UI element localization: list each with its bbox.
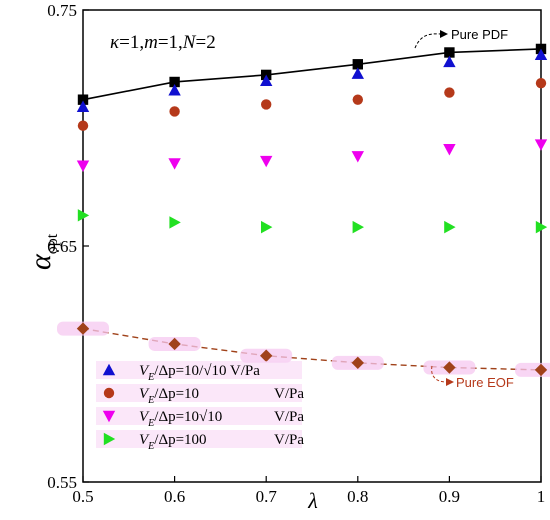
annotation-arrowhead: [440, 30, 448, 38]
legend-marker: [102, 410, 116, 423]
data-point: [443, 361, 456, 374]
legend-highlight: [96, 384, 302, 402]
y-axis-title-main: α: [24, 253, 57, 270]
y-axis-title: αopt: [24, 233, 61, 270]
legend-var: V: [139, 386, 150, 402]
params-label: κ=1,m=1,N=2: [110, 32, 216, 53]
data-point: [169, 76, 180, 88]
data-point: [168, 158, 181, 170]
y-axis-title-sub: opt: [44, 233, 61, 254]
annotation-pure-pdf: Pure PDF: [451, 27, 508, 42]
annotation-arrow: [414, 33, 441, 49]
data-point: [443, 144, 456, 156]
legend-unit: V/Pa: [274, 432, 304, 448]
data-point: [352, 94, 363, 105]
legend-highlight: [96, 407, 302, 425]
data-point: [534, 363, 548, 377]
legend-entry: VE/Δp=10 V/Pa: [139, 386, 304, 406]
params-label-part: =1,: [119, 32, 144, 53]
data-point: [168, 84, 181, 96]
data-point: [76, 322, 90, 335]
data-point: [76, 100, 90, 112]
data-point: [535, 77, 547, 89]
legend-entry: VE/Δp=10/√10 V/Pa: [139, 363, 260, 383]
params-label-part: =1,: [158, 32, 183, 53]
legend-sub: E: [147, 418, 154, 429]
series-lines: [82, 48, 542, 371]
legend-var: V: [139, 432, 150, 448]
x-tick-label: 0.7: [256, 487, 278, 506]
legend-highlight: [96, 361, 302, 379]
data-point: [351, 151, 364, 163]
legend-entry: VE/Δp=100 V/Pa: [139, 432, 304, 452]
data-point: [444, 87, 455, 98]
legend-eq: /Δp=10: [154, 386, 199, 402]
legend-highlight: [96, 430, 302, 448]
tick-labels: 0.5 0.6 0.7 0.8 0.9 1 0.55 0.65 0.75: [47, 1, 545, 506]
data-point: [168, 337, 181, 351]
legend-entry: VE/Δp=10√10 V/Pa: [139, 409, 304, 429]
x-tick-label: 0.8: [347, 487, 368, 506]
data-point: [77, 209, 90, 222]
data-point: [260, 74, 273, 86]
data-point: [77, 120, 89, 131]
data-point: [351, 67, 364, 79]
x-axis-title: λ: [307, 488, 318, 513]
legend-unit: V/Pa: [274, 409, 304, 425]
data-point: [169, 216, 181, 229]
annotation-arrow: [431, 365, 447, 383]
params-label-part: κ: [110, 32, 120, 53]
legend-unit: V/Pa: [274, 386, 304, 402]
data-point: [77, 94, 89, 105]
data-point: [535, 220, 548, 234]
data-point: [534, 48, 548, 61]
y-tick-label: 0.75: [47, 1, 77, 20]
y-tick-label: 0.65: [47, 237, 77, 256]
legend-eq: /Δp=10√10: [154, 409, 222, 425]
params-label-part: =2: [195, 32, 215, 53]
legend-marker: [103, 432, 116, 446]
data-point: [169, 106, 180, 117]
axis-ticks: [82, 9, 542, 483]
legend-eq: /Δp=100: [154, 432, 206, 448]
data-point: [443, 55, 456, 68]
legend-var: V: [139, 409, 150, 425]
annotation-pure-eof: Pure EOF: [456, 375, 514, 390]
data-point: [261, 220, 273, 234]
data-point: [260, 349, 273, 362]
legend-sub: E: [147, 441, 154, 452]
x-tick-label: 0.9: [439, 487, 460, 506]
data-point: [352, 220, 364, 234]
data-point: [351, 356, 364, 370]
legend-eq: /Δp=10/√10 V/Pa: [154, 363, 260, 379]
annotations: Pure PDF Pure EOF: [414, 27, 514, 390]
legend-var: V: [139, 363, 150, 379]
y-tick-label: 0.55: [47, 473, 77, 492]
data-point: [444, 47, 455, 58]
x-tick-label: 1: [537, 487, 546, 506]
x-tick-label: 0.6: [164, 487, 185, 506]
data-point: [76, 160, 90, 172]
x-tick-label: 0.5: [72, 487, 93, 506]
data-points: [76, 43, 548, 377]
legend-sub: E: [147, 372, 154, 383]
params-label-part: m: [144, 32, 158, 53]
annotation-arrowhead: [446, 378, 454, 386]
series-line: [82, 48, 542, 101]
data-point: [352, 59, 363, 70]
legend-sub: E: [147, 395, 154, 406]
legend-marker: [103, 387, 115, 399]
params-label-part: N: [182, 32, 197, 53]
data-point: [261, 99, 272, 110]
data-point: [534, 139, 548, 151]
legend-marker: [102, 363, 116, 376]
data-point: [444, 220, 456, 234]
data-point: [260, 155, 273, 168]
